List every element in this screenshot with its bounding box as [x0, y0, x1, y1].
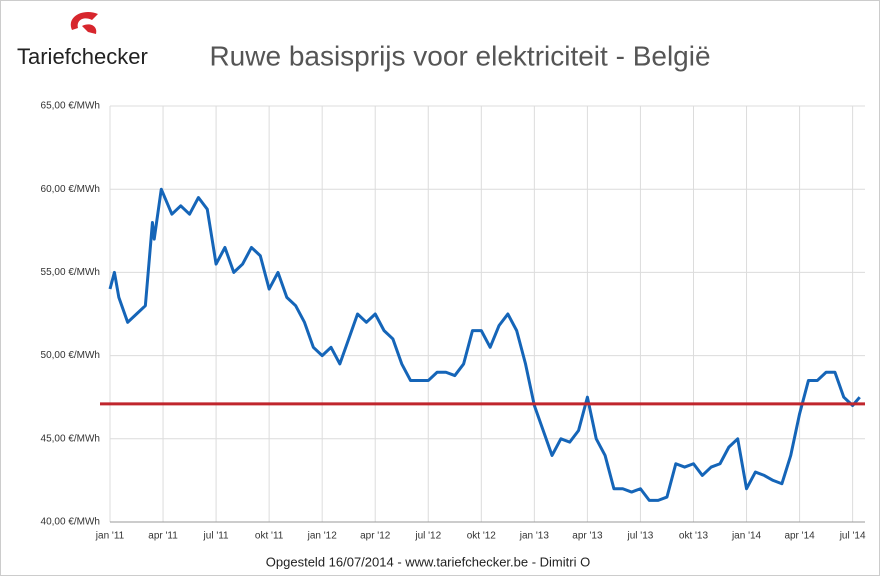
footer: Opgesteld 16/07/2014 - www.tariefchecker… [266, 554, 590, 569]
logo-icon [70, 11, 98, 34]
x-tick-label: jan '11 [95, 531, 125, 542]
x-tick-label: apr '12 [360, 531, 391, 542]
x-tick-label: jan '13 [519, 531, 550, 542]
x-tick-label: apr '11 [148, 531, 178, 542]
y-tick-label: 50,00 €/MWh [41, 350, 100, 361]
x-tick-label: jul '11 [203, 531, 230, 542]
data-line [108, 187, 861, 502]
brand: Tariefchecker [17, 44, 148, 69]
chart-title: Ruwe basisprijs voor elektriciteit - Bel… [209, 40, 710, 71]
x-tick-label: okt '11 [255, 531, 284, 542]
x-tick-label: apr '14 [784, 531, 815, 542]
y-tick-label: 65,00 €/MWh [41, 101, 100, 112]
x-tick-label: okt '13 [679, 531, 709, 542]
x-tick-label: apr '13 [572, 531, 603, 542]
y-tick-label: 40,00 €/MWh [41, 517, 100, 528]
x-tick-label: jan '12 [307, 531, 338, 542]
x-tick-label: jul '12 [414, 531, 441, 542]
x-tick-label: jul '14 [839, 531, 866, 542]
x-tick-label: jan '14 [731, 531, 762, 542]
x-tick-label: okt '12 [467, 531, 497, 542]
y-tick-label: 55,00 €/MWh [41, 267, 100, 278]
x-tick-label: jul '13 [627, 531, 654, 542]
y-tick-label: 45,00 €/MWh [41, 433, 100, 444]
y-tick-label: 60,00 €/MWh [41, 184, 100, 195]
